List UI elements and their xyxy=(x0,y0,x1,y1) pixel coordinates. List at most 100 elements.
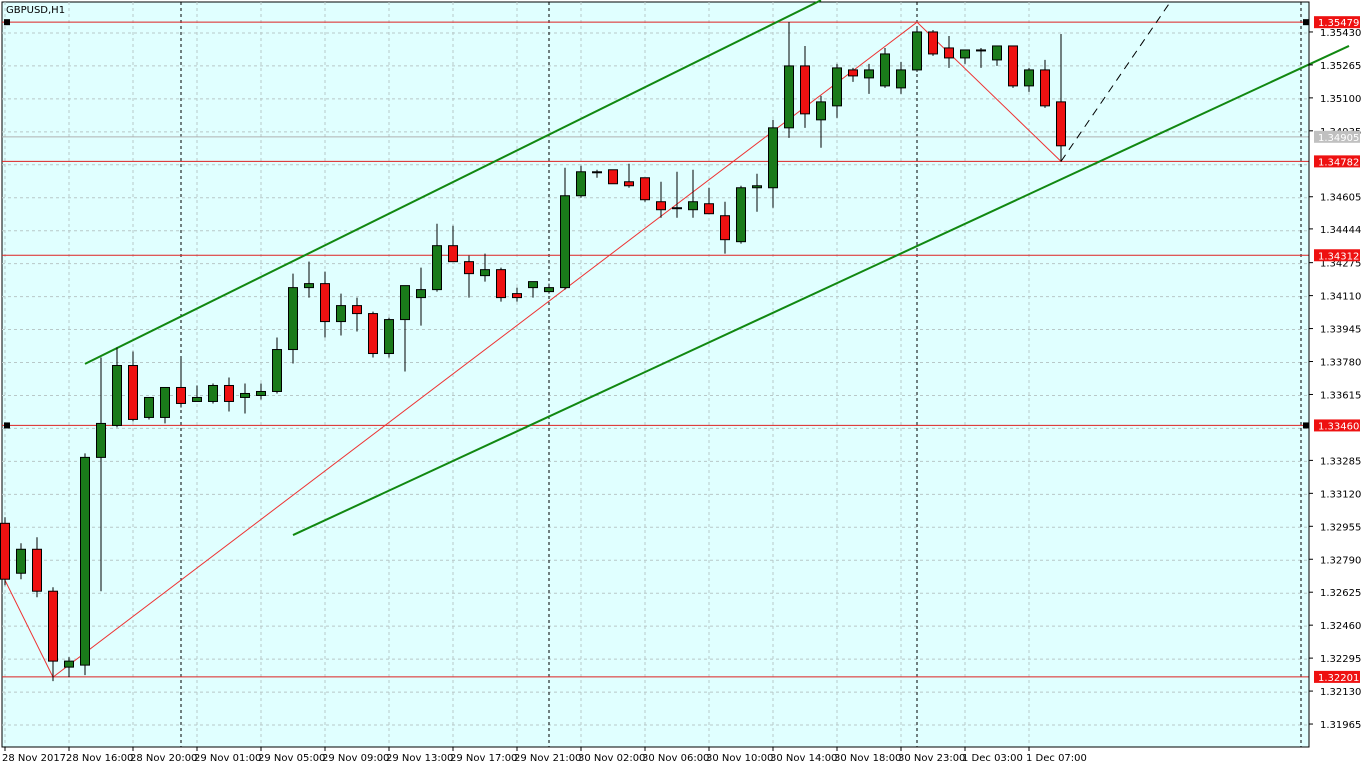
candle-body-bull xyxy=(288,287,298,351)
candle-body-bear xyxy=(640,177,650,201)
candle-body-bull xyxy=(864,69,874,79)
price-tick-label: 1.34110 xyxy=(1320,292,1361,303)
candle xyxy=(544,283,554,294)
time-tick-label: 28 Nov 16:00 xyxy=(66,753,133,764)
candle xyxy=(864,63,874,94)
time-tick-label: 1 Dec 07:00 xyxy=(1026,753,1087,764)
candle-body-bull xyxy=(208,384,218,402)
candle xyxy=(384,317,394,358)
candle-body-bull xyxy=(64,660,74,668)
candle-body-bear xyxy=(512,293,522,299)
candle xyxy=(896,61,906,94)
candle-body-bull xyxy=(784,65,794,129)
candle xyxy=(976,47,986,68)
candle xyxy=(624,163,634,188)
candle xyxy=(800,45,810,128)
zigzag-lines xyxy=(4,0,1173,678)
current-price-box xyxy=(1314,130,1360,143)
candle xyxy=(32,537,42,598)
level-price-box xyxy=(1314,155,1360,168)
candle-body-bull xyxy=(160,386,170,418)
price-tick-label: 1.33120 xyxy=(1320,489,1361,500)
candle xyxy=(64,657,74,678)
candle-body-bear xyxy=(608,169,618,185)
candle xyxy=(336,293,346,336)
candle-body-bull xyxy=(304,283,314,289)
candle xyxy=(992,45,1002,66)
candle xyxy=(432,223,442,292)
candle-body-bull xyxy=(752,185,762,189)
candle xyxy=(768,119,778,208)
price-tick-label: 1.33780 xyxy=(1320,358,1361,369)
candle-body-bear xyxy=(624,181,634,187)
candle xyxy=(912,25,922,72)
candle xyxy=(416,267,426,326)
candle xyxy=(704,187,714,215)
candle-body-bull xyxy=(960,49,970,59)
level-price-box xyxy=(1314,16,1360,29)
candle-body-bear xyxy=(0,522,10,580)
candle xyxy=(352,297,362,332)
candle-body-bull xyxy=(144,396,154,418)
candle-body-bear xyxy=(464,261,474,275)
channel-lines xyxy=(84,0,1350,536)
price-tick-label: 1.31965 xyxy=(1320,720,1361,731)
candle xyxy=(48,587,58,682)
candle xyxy=(640,177,650,202)
price-tick-label: 1.33945 xyxy=(1320,325,1361,336)
candle-body-bull xyxy=(688,201,698,211)
candle-body-bull xyxy=(832,67,842,107)
level-price-label: 1.32201 xyxy=(1318,673,1359,684)
level-price-label: 1.34312 xyxy=(1318,251,1359,262)
price-tick-label: 1.35430 xyxy=(1320,28,1361,39)
candle xyxy=(80,453,90,676)
candle xyxy=(448,225,458,263)
time-tick-label: 30 Nov 06:00 xyxy=(642,753,709,764)
candle xyxy=(688,169,698,218)
candle-body-bull xyxy=(880,53,890,87)
level-price-box xyxy=(1314,249,1360,262)
candle xyxy=(224,377,234,412)
candle xyxy=(208,383,218,404)
candle-body-bear xyxy=(928,31,938,55)
channel-line xyxy=(292,45,1350,536)
time-tick-label: 30 Nov 14:00 xyxy=(770,753,837,764)
current-price-label: 1.34905 xyxy=(1318,133,1359,144)
time-tick-label: 1 Dec 03:00 xyxy=(962,753,1023,764)
candle-body-bull xyxy=(992,45,1002,61)
candle-body-bear xyxy=(128,365,138,420)
candle-body-bull xyxy=(672,207,682,210)
channel-line xyxy=(84,0,822,365)
candle-body-bear xyxy=(800,65,810,115)
time-tick-label: 28 Nov 2017 xyxy=(2,753,66,764)
candle xyxy=(880,47,890,88)
candle xyxy=(720,201,730,254)
candle-body-bull xyxy=(80,456,90,666)
time-tick-label: 30 Nov 23:00 xyxy=(898,753,965,764)
candle-body-bull xyxy=(528,281,538,289)
price-tick-label: 1.32460 xyxy=(1320,621,1361,632)
level-anchor-right xyxy=(1303,422,1309,429)
time-tick-label: 29 Nov 01:00 xyxy=(194,753,261,764)
candle-body-bull xyxy=(736,187,746,243)
candle-body-bull xyxy=(96,422,106,458)
candle xyxy=(944,35,954,68)
candle xyxy=(928,29,938,56)
candle-body-bull xyxy=(416,289,426,299)
price-tick-label: 1.35100 xyxy=(1320,94,1361,105)
candle xyxy=(848,67,858,82)
time-tick-label: 29 Nov 05:00 xyxy=(258,753,325,764)
candle xyxy=(368,311,378,358)
level-price-box xyxy=(1314,670,1360,683)
price-tick-label: 1.33615 xyxy=(1320,390,1361,401)
candle-body-bear xyxy=(320,283,330,323)
time-tick-label: 30 Nov 10:00 xyxy=(706,753,773,764)
plot-area xyxy=(1,1,1310,748)
time-tick-label: 30 Nov 02:00 xyxy=(578,753,645,764)
candle xyxy=(1040,59,1050,108)
zigzag-line xyxy=(4,21,1062,678)
candle xyxy=(480,253,490,282)
candle xyxy=(256,383,266,400)
